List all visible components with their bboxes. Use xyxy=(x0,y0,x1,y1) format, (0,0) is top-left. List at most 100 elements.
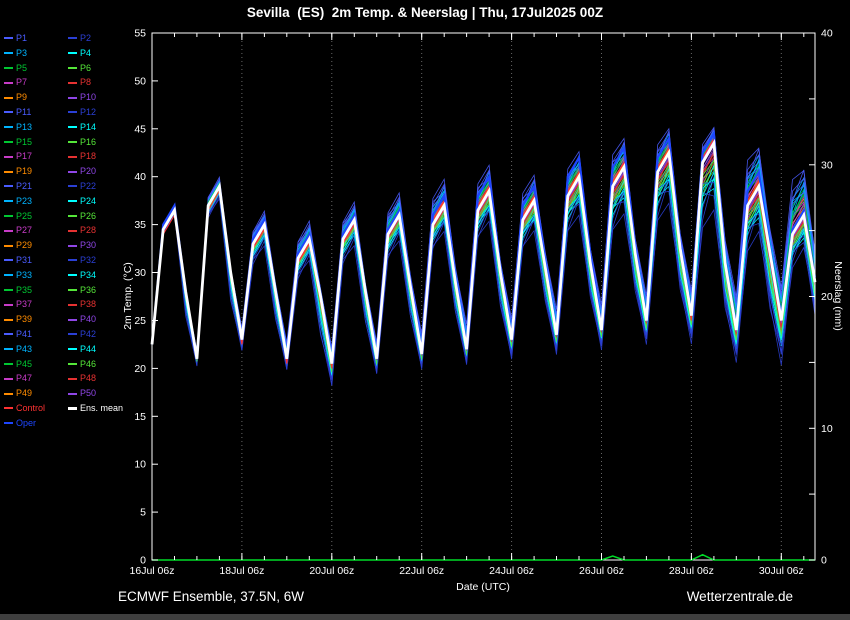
legend-item-p39: P39 xyxy=(4,312,68,327)
legend-item-p42: P42 xyxy=(68,327,132,342)
legend-swatch xyxy=(68,170,77,173)
legend-swatch xyxy=(68,377,77,380)
svg-text:45: 45 xyxy=(134,123,146,135)
legend-item-p2: P2 xyxy=(68,31,132,46)
legend-swatch xyxy=(68,406,77,410)
legend-swatch xyxy=(68,362,77,365)
legend-item-p6: P6 xyxy=(68,61,132,76)
legend-swatch xyxy=(4,170,13,173)
legend-row: Control Ens. mean xyxy=(4,401,154,416)
legend-item-p49: P49 xyxy=(4,386,68,401)
legend-row: P43 P44 xyxy=(4,342,154,357)
legend-swatch xyxy=(4,244,13,247)
legend-swatch xyxy=(4,126,13,129)
legend-row: P45 P46 xyxy=(4,357,154,372)
svg-text:55: 55 xyxy=(134,28,146,40)
legend-row: P7 P8 xyxy=(4,75,154,90)
legend-item-ens-mean: Ens. mean xyxy=(68,401,132,416)
legend-swatch xyxy=(4,66,13,69)
legend-item-oper: Oper xyxy=(4,416,68,431)
legend-swatch xyxy=(68,200,77,203)
legend-swatch xyxy=(4,288,13,291)
legend-item-p26: P26 xyxy=(68,209,132,224)
legend-swatch xyxy=(68,96,77,99)
legend-swatch xyxy=(68,140,77,143)
bottom-scrollbar[interactable] xyxy=(0,614,850,620)
legend-swatch xyxy=(4,318,13,321)
legend-item-p12: P12 xyxy=(68,105,132,120)
legend-row: P9 P10 xyxy=(4,90,154,105)
legend-swatch xyxy=(4,333,13,336)
svg-text:20: 20 xyxy=(134,363,146,375)
legend-swatch xyxy=(68,333,77,336)
legend-swatch xyxy=(4,140,13,143)
legend-row: P13 P14 xyxy=(4,120,154,135)
svg-text:0: 0 xyxy=(821,555,827,567)
legend-swatch xyxy=(4,200,13,203)
legend-swatch xyxy=(4,214,13,217)
legend-swatch xyxy=(4,303,13,306)
legend-row: P15 P16 xyxy=(4,135,154,150)
legend-swatch xyxy=(68,244,77,247)
svg-text:26Jul 06z: 26Jul 06z xyxy=(579,565,624,577)
svg-text:5: 5 xyxy=(140,507,146,519)
legend-item-p9: P9 xyxy=(4,90,68,105)
legend-item-p17: P17 xyxy=(4,149,68,164)
legend-row: P35 P36 xyxy=(4,283,154,298)
legend-swatch xyxy=(4,185,13,188)
legend-item-p13: P13 xyxy=(4,120,68,135)
legend-item-p19: P19 xyxy=(4,164,68,179)
svg-text:25: 25 xyxy=(134,315,146,327)
legend-swatch xyxy=(68,214,77,217)
legend-item-p10: P10 xyxy=(68,90,132,105)
legend-swatch xyxy=(4,52,13,55)
legend-item-p22: P22 xyxy=(68,179,132,194)
svg-text:10: 10 xyxy=(134,459,146,471)
legend-row: P49 P50 xyxy=(4,386,154,401)
legend-item-p48: P48 xyxy=(68,371,132,386)
legend-swatch xyxy=(4,37,13,40)
legend-swatch xyxy=(4,81,13,84)
svg-text:10: 10 xyxy=(821,423,833,435)
svg-text:20: 20 xyxy=(821,291,833,303)
legend-row: P19 P20 xyxy=(4,164,154,179)
legend-swatch xyxy=(4,111,13,114)
svg-text:24Jul 06z: 24Jul 06z xyxy=(489,565,534,577)
legend-swatch xyxy=(68,274,77,277)
legend-item-p41: P41 xyxy=(4,327,68,342)
legend-item-control: Control xyxy=(4,401,68,416)
legend-item-p38: P38 xyxy=(68,297,132,312)
legend-row: P5 P6 xyxy=(4,61,154,76)
svg-text:30: 30 xyxy=(134,267,146,279)
legend-row: Oper xyxy=(4,416,154,431)
legend-item-p7: P7 xyxy=(4,75,68,90)
footer-site-link[interactable]: Wetterzentrale.de xyxy=(686,589,793,604)
legend-row: P23 P24 xyxy=(4,194,154,209)
legend-row: P27 P28 xyxy=(4,223,154,238)
svg-text:35: 35 xyxy=(134,219,146,231)
legend-swatch xyxy=(4,422,13,425)
legend-row: P11 P12 xyxy=(4,105,154,120)
legend-item-p23: P23 xyxy=(4,194,68,209)
legend-swatch xyxy=(68,66,77,69)
legend-item-p40: P40 xyxy=(68,312,132,327)
svg-text:0: 0 xyxy=(140,555,146,567)
svg-text:22Jul 06z: 22Jul 06z xyxy=(399,565,444,577)
svg-text:30: 30 xyxy=(821,159,833,171)
legend-swatch xyxy=(68,185,77,188)
legend-row: P3 P4 xyxy=(4,46,154,61)
legend-swatch xyxy=(68,288,77,291)
legend-item-p15: P15 xyxy=(4,135,68,150)
legend-item-p18: P18 xyxy=(68,149,132,164)
legend-item-p47: P47 xyxy=(4,371,68,386)
chart-title: Sevilla (ES) 2m Temp. & Neerslag | Thu, … xyxy=(246,5,604,20)
legend-item-p20: P20 xyxy=(68,164,132,179)
legend-item-p24: P24 xyxy=(68,194,132,209)
legend-item-p31: P31 xyxy=(4,253,68,268)
footer-model-info: ECMWF Ensemble, 37.5N, 6W xyxy=(118,589,305,604)
svg-text:18Jul 06z: 18Jul 06z xyxy=(219,565,264,577)
legend-item-p45: P45 xyxy=(4,357,68,372)
legend-item-p16: P16 xyxy=(68,135,132,150)
